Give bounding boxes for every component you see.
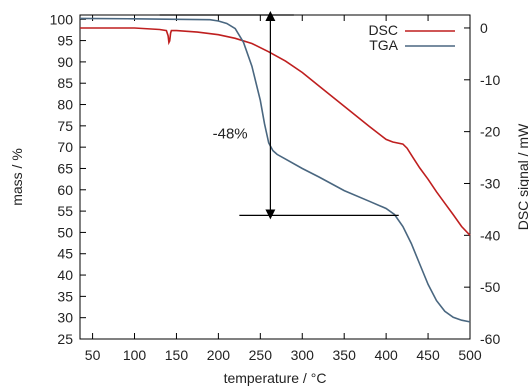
y2-tick-label: -50 xyxy=(480,279,500,295)
y-tick-label: 75 xyxy=(57,118,73,134)
y-axis-ticks: 25 30 35 40 45 50 55 60 65 70 75 80 85 90 95 100 xyxy=(50,11,86,347)
x-tick-label: 150 xyxy=(165,347,189,363)
y-tick-label: 95 xyxy=(57,33,73,49)
y-tick-label: 70 xyxy=(57,139,73,155)
y-tick-label: 100 xyxy=(50,11,74,27)
y-tick-label: 55 xyxy=(57,203,73,219)
y-tick-label: 50 xyxy=(57,224,73,240)
x-tick-label: 200 xyxy=(207,347,231,363)
y-axis-title: mass / % xyxy=(9,148,25,206)
x-axis-ticks: 50 100 150 200 250 300 350 400 450 500 xyxy=(85,15,482,363)
x-tick-label: 100 xyxy=(123,347,147,363)
y2-tick-label: -10 xyxy=(480,72,500,88)
y-tick-label: 35 xyxy=(57,288,73,304)
x-tick-label: 450 xyxy=(416,347,440,363)
x-tick-label: 350 xyxy=(333,347,357,363)
y2-tick-label: -30 xyxy=(480,175,500,191)
y-tick-label: 85 xyxy=(57,75,73,91)
annotation-text: -48% xyxy=(213,126,248,143)
x-tick-label: 400 xyxy=(374,347,398,363)
y-tick-label: 60 xyxy=(57,182,73,198)
y-tick-label: 40 xyxy=(57,267,73,283)
x-tick-label: 500 xyxy=(458,347,482,363)
series-line-tga xyxy=(79,17,471,323)
y-tick-label: 65 xyxy=(57,160,73,176)
x-tick-label: 300 xyxy=(291,347,315,363)
y-tick-label: 25 xyxy=(57,331,73,347)
legend: DSC TGA xyxy=(368,22,455,53)
x-tick-label: 50 xyxy=(85,347,101,363)
y-tick-label: 90 xyxy=(57,54,73,70)
y2-axis-ticks: 0 -10 -20 -30 -40 -50 -60 xyxy=(464,20,500,347)
x-axis-title: temperature / °C xyxy=(224,370,327,386)
y2-tick-label: -20 xyxy=(480,124,500,140)
legend-label-tga: TGA xyxy=(369,37,398,53)
y2-axis-title: DSC signal / mW xyxy=(515,123,529,230)
y-tick-label: 30 xyxy=(57,310,73,326)
x-tick-label: 250 xyxy=(249,347,273,363)
y2-tick-label: 0 xyxy=(480,20,488,36)
y-tick-label: 45 xyxy=(57,246,73,262)
legend-label-dsc: DSC xyxy=(368,22,398,38)
plot-frame xyxy=(79,14,471,340)
y-tick-label: 80 xyxy=(57,97,73,113)
y2-tick-label: -40 xyxy=(480,227,500,243)
series-line-dsc xyxy=(80,27,471,236)
y2-tick-label: -60 xyxy=(480,331,500,347)
